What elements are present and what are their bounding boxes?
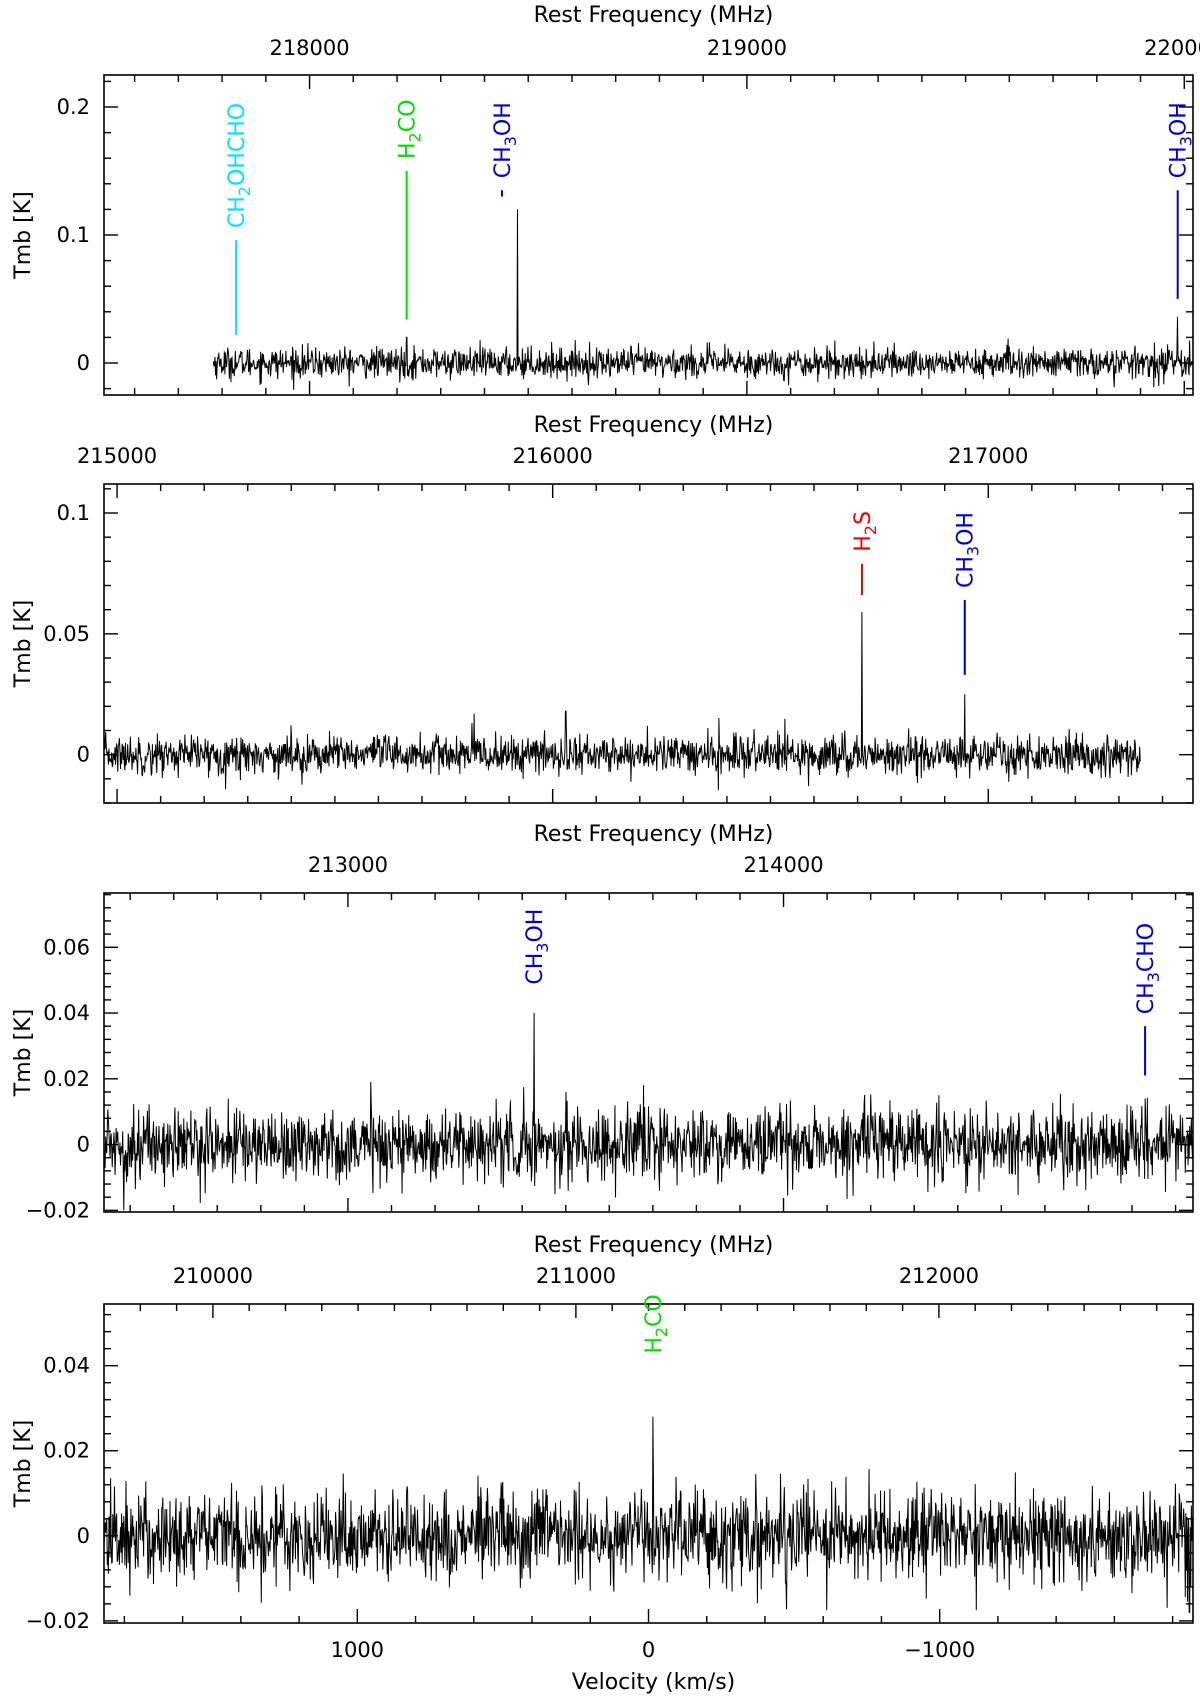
velocity-tick-label: 0: [642, 1638, 655, 1662]
y-tick-label: 0.06: [43, 935, 90, 959]
species-label: CH3OH: [491, 102, 520, 178]
y-axis-label: Tmb [K]: [11, 1420, 36, 1508]
species-label: CH3OH: [1167, 102, 1196, 178]
freq-tick-label: 219000: [707, 36, 787, 60]
y-tick-label: 0.04: [43, 1001, 90, 1025]
freq-tick-label: 210000: [173, 1264, 253, 1288]
spectrum-panel-4: Rest Frequency (MHz) 210000 211000 212000 −0…: [11, 1233, 1194, 1695]
velocity-axis-label: Velocity (km/s): [572, 1670, 736, 1695]
y-tick-label: 0: [77, 743, 90, 767]
y-tick-label: −0.02: [26, 1609, 90, 1633]
spectrum-trace: [103, 612, 1141, 791]
y-tick-label: 0.2: [57, 95, 90, 119]
freq-tick-label: 214000: [743, 853, 823, 877]
spectrum-panel-2: Rest Frequency (MHz) 215000 216000 217000 0 0…: [11, 413, 1194, 804]
species-label: CH2OHCHO: [225, 103, 254, 228]
freq-tick-label: 213000: [308, 853, 388, 877]
top-axis-label: Rest Frequency (MHz): [534, 1233, 774, 1258]
freq-tick-label: 218000: [269, 36, 349, 60]
spectrum-trace: [212, 209, 1194, 390]
plot-frame: [103, 74, 1194, 396]
species-label: H2CO: [642, 1294, 671, 1353]
species-label: H2S: [851, 511, 880, 552]
spectrum-trace: [103, 1013, 1194, 1211]
y-tick-label: 0.02: [43, 1067, 90, 1091]
freq-tick-label: 216000: [513, 444, 593, 468]
y-axis-label: Tmb [K]: [11, 191, 36, 279]
spectrum-trace: [103, 1416, 1194, 1613]
y-tick-label: −0.02: [26, 1198, 90, 1222]
top-axis-label: Rest Frequency (MHz): [534, 3, 774, 28]
y-tick-label: 0: [77, 1133, 90, 1157]
y-tick-label: 0.1: [57, 223, 90, 247]
spectrum-panel-3: Rest Frequency (MHz) 213000 214000 −0.02 0 0.…: [11, 822, 1194, 1222]
species-label: CH3CHO: [1134, 923, 1163, 1014]
y-axis-label: Tmb [K]: [11, 1009, 36, 1097]
freq-tick-label: 211000: [536, 1264, 616, 1288]
species-label: CH3OH: [523, 909, 552, 985]
y-tick-label: 0: [77, 351, 90, 375]
y-tick-label: 0.02: [43, 1439, 90, 1463]
y-tick-label: 0.1: [57, 501, 90, 525]
velocity-tick-label: −1000: [904, 1638, 975, 1662]
freq-tick-label: 217000: [948, 444, 1028, 468]
velocity-tick-label: 1000: [331, 1638, 384, 1662]
top-axis-label: Rest Frequency (MHz): [534, 413, 774, 438]
y-tick-label: 0.05: [43, 622, 90, 646]
freq-tick-label: 215000: [77, 444, 157, 468]
plot-frame: [103, 483, 1194, 804]
y-axis-label: Tmb [K]: [11, 600, 36, 688]
species-label: H2CO: [396, 100, 425, 159]
top-axis-label: Rest Frequency (MHz): [534, 822, 774, 847]
freq-tick-label: 212000: [899, 1264, 979, 1288]
y-tick-label: 0: [77, 1524, 90, 1548]
species-label: CH3OH: [954, 512, 983, 588]
y-tick-label: 0.04: [43, 1354, 90, 1378]
